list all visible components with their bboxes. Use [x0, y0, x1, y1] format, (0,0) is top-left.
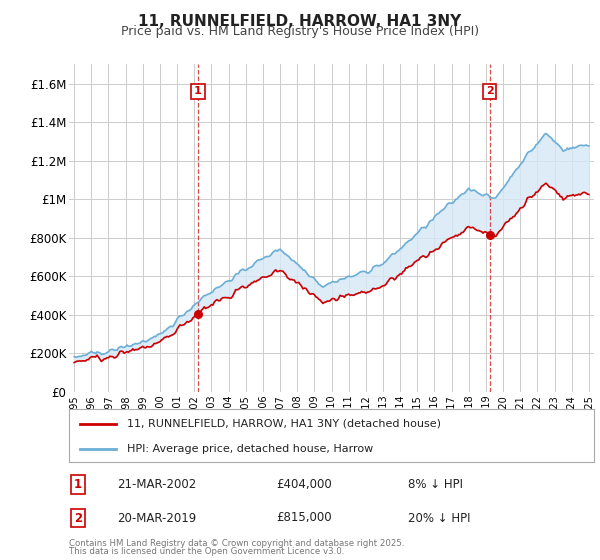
Text: 2: 2 — [486, 86, 494, 96]
Text: Price paid vs. HM Land Registry's House Price Index (HPI): Price paid vs. HM Land Registry's House … — [121, 25, 479, 38]
Text: HPI: Average price, detached house, Harrow: HPI: Average price, detached house, Harr… — [127, 444, 373, 454]
Text: 1: 1 — [194, 86, 202, 96]
Point — [485, 231, 494, 240]
Text: 11, RUNNELFIELD, HARROW, HA1 3NY (detached house): 11, RUNNELFIELD, HARROW, HA1 3NY (detach… — [127, 419, 441, 429]
Point — [193, 310, 203, 319]
Text: 11, RUNNELFIELD, HARROW, HA1 3NY: 11, RUNNELFIELD, HARROW, HA1 3NY — [139, 14, 461, 29]
Text: 20% ↓ HPI: 20% ↓ HPI — [408, 511, 470, 525]
Text: 2: 2 — [74, 511, 82, 525]
Text: 21-MAR-2002: 21-MAR-2002 — [117, 478, 196, 491]
Text: £404,000: £404,000 — [276, 478, 332, 491]
Text: Contains HM Land Registry data © Crown copyright and database right 2025.: Contains HM Land Registry data © Crown c… — [69, 539, 404, 548]
Text: 1: 1 — [74, 478, 82, 491]
Text: 8% ↓ HPI: 8% ↓ HPI — [408, 478, 463, 491]
Text: This data is licensed under the Open Government Licence v3.0.: This data is licensed under the Open Gov… — [69, 547, 344, 556]
Text: £815,000: £815,000 — [276, 511, 332, 525]
Text: 20-MAR-2019: 20-MAR-2019 — [117, 511, 196, 525]
